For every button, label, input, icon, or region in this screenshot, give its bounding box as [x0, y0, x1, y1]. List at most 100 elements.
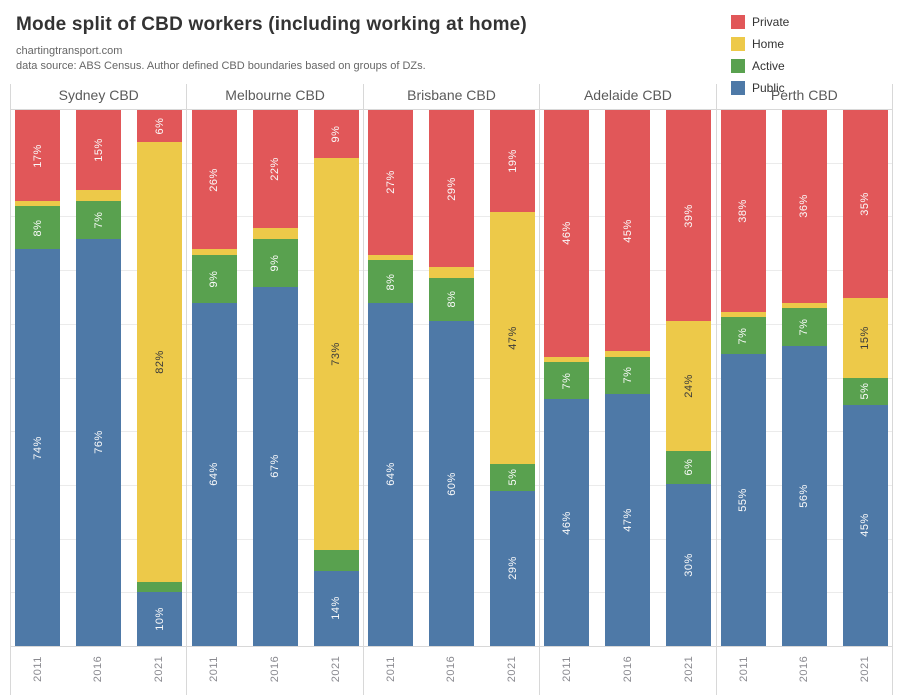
active-segment [137, 581, 183, 593]
segment-value-label: 15% [859, 326, 872, 350]
year-label-text: 2016 [445, 655, 458, 683]
panel-title-brisbane-cbd: Brisbane CBD [363, 84, 540, 110]
bars-row-sydney-cbd: 17% 8% 74% 15% 7% 76% 6% 82% 10% [11, 110, 187, 647]
segment-value-label: 6% [682, 458, 695, 476]
year-label-melbourne-cbd-2021: 2021 [314, 647, 359, 691]
segment-value-label: 64% [384, 462, 397, 487]
private-segment: 9% [313, 110, 359, 159]
segment-value-label: 60% [445, 471, 458, 496]
chart-data-note: data source: ABS Census. Author defined … [16, 60, 426, 72]
public-segment: 47% [605, 394, 651, 646]
segment-value-label: 73% [330, 342, 343, 366]
home-segment [781, 302, 827, 309]
panel-title-sydney-cbd: Sydney CBD [11, 84, 187, 110]
public-segment: 45% [842, 404, 888, 646]
segment-value-label: 9% [269, 254, 282, 272]
segment-value-label: 46% [560, 221, 573, 246]
active-segment: 8% [368, 260, 414, 303]
private-segment: 46% [544, 110, 590, 357]
year-label-text: 2016 [798, 655, 811, 683]
segment-value-label: 10% [153, 607, 166, 631]
segment-value-label: 67% [269, 454, 282, 479]
panel-title-melbourne-cbd: Melbourne CBD [187, 84, 363, 110]
home-segment [76, 190, 122, 202]
segment-value-label: 7% [621, 366, 634, 384]
active-segment: 6% [666, 451, 712, 484]
legend: Private Home Active Public [731, 11, 789, 99]
active-segment: 9% [191, 254, 237, 303]
private-segment: 26% [191, 110, 237, 250]
year-label-perth-cbd-2016: 2016 [782, 647, 827, 691]
home-segment [544, 356, 590, 362]
bar-melbourne-cbd-2016: 22% 9% 67% [252, 110, 298, 646]
chart-source-link: chartingtransport.com [16, 45, 123, 57]
year-label-adelaide-cbd-2021: 2021 [666, 647, 711, 691]
segment-value-label: 47% [621, 508, 634, 532]
legend-swatch-private-icon [731, 15, 745, 29]
private-segment: 35% [842, 110, 888, 298]
public-segment: 56% [781, 345, 827, 646]
panel-title-perth-cbd: Perth CBD [716, 84, 893, 110]
segment-value-label: 9% [330, 125, 343, 143]
public-segment: 60% [429, 321, 475, 646]
bar-adelaide-cbd-2011: 46% 7% 46% [544, 110, 590, 646]
year-label-text: 2021 [682, 655, 695, 683]
private-segment: 29% [429, 110, 475, 267]
segment-value-label: 6% [153, 117, 166, 135]
private-segment: 17% [15, 110, 61, 202]
private-segment: 38% [720, 110, 766, 312]
public-segment: 10% [137, 592, 183, 646]
active-segment: 7% [781, 308, 827, 346]
bar-adelaide-cbd-2021: 39% 24% 6% 30% [666, 110, 712, 646]
year-label-sydney-cbd-2021: 2021 [137, 647, 182, 691]
home-segment [191, 249, 237, 255]
segment-value-label: 22% [269, 157, 282, 181]
segment-value-label: 7% [798, 318, 811, 336]
year-label-text: 2011 [208, 656, 221, 682]
panel-sydney-cbd: Sydney CBD 17% 8% 74% 15% 7% 76% 6% 82% 10% 2011 20… [10, 84, 187, 695]
segment-value-label: 64% [208, 462, 221, 487]
segment-value-label: 56% [798, 484, 811, 508]
panels: Sydney CBD 17% 8% 74% 15% 7% 76% 6% 82% 10% 2011 20… [10, 84, 893, 695]
year-label-perth-cbd-2011: 2011 [721, 647, 766, 691]
bar-perth-cbd-2016: 36% 7% 56% [781, 110, 827, 646]
chart-area: Sydney CBD 17% 8% 74% 15% 7% 76% 6% 82% 10% 2011 20… [10, 84, 893, 695]
year-label-melbourne-cbd-2016: 2016 [253, 647, 298, 691]
public-segment: 74% [15, 249, 61, 646]
legend-item-private: Private [731, 11, 789, 33]
year-axis-sydney-cbd: 2011 2016 2021 [11, 647, 186, 693]
segment-value-label: 7% [737, 327, 750, 344]
public-segment: 46% [544, 399, 590, 646]
home-segment: 47% [490, 211, 536, 464]
year-label-text: 2011 [737, 656, 750, 682]
segment-value-label: 5% [506, 468, 519, 486]
private-segment: 6% [137, 110, 183, 143]
public-segment: 29% [490, 490, 536, 646]
year-axis-brisbane-cbd: 2011 2016 2021 [364, 647, 539, 693]
active-segment: 7% [76, 201, 122, 239]
segment-value-label: 26% [208, 167, 221, 192]
active-segment: 5% [490, 463, 536, 491]
home-segment: 15% [842, 297, 888, 378]
bar-sydney-cbd-2021: 6% 82% 10% [137, 110, 183, 646]
year-label-brisbane-cbd-2011: 2011 [368, 647, 413, 691]
year-label-adelaide-cbd-2011: 2011 [544, 647, 589, 691]
segment-value-label: 8% [31, 219, 44, 237]
public-segment: 76% [76, 238, 122, 646]
segment-value-label: 38% [737, 199, 750, 223]
private-segment: 36% [781, 110, 827, 303]
panel-brisbane-cbd: Brisbane CBD 27% 8% 64% 29% 8% 60% 19% 47% 5% 29% 2… [362, 84, 540, 695]
active-segment: 7% [605, 356, 651, 395]
segment-value-label: 45% [621, 218, 634, 243]
legend-swatch-public-icon [731, 81, 745, 95]
segment-value-label: 5% [859, 382, 872, 400]
bar-melbourne-cbd-2021: 9% 73% 14% [313, 110, 359, 646]
segment-value-label: 76% [92, 430, 105, 455]
bars-row-melbourne-cbd: 26% 9% 64% 22% 9% 67% 9% 73% 14% [187, 110, 363, 647]
segment-value-label: 47% [506, 326, 519, 350]
year-label-text: 2011 [560, 656, 573, 682]
active-segment [313, 549, 359, 571]
legend-label: Public [752, 81, 785, 95]
segment-value-label: 19% [506, 149, 519, 173]
bars-row-brisbane-cbd: 27% 8% 64% 29% 8% 60% 19% 47% 5% 29% [363, 110, 540, 647]
